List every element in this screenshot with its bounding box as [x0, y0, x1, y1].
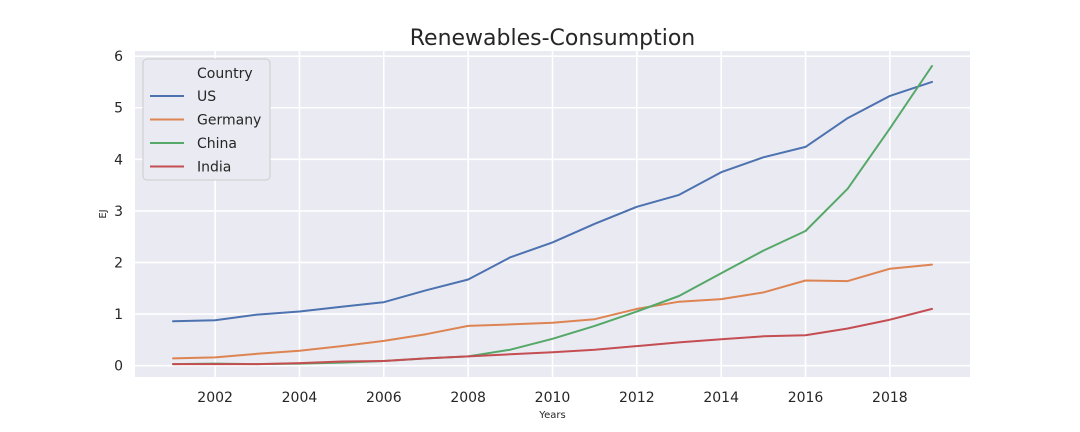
y-tick-label: 1 [114, 307, 123, 323]
x-tick-label: 2004 [282, 390, 318, 406]
x-tick-labels: 2002 2004 2006 2008 2010 2012 2014 2016 2018 [197, 390, 907, 406]
y-tick-labels: 0 1 2 3 4 5 6 [114, 49, 123, 374]
y-tick-label: 0 [114, 359, 123, 375]
x-tick-label: 2008 [450, 390, 486, 406]
y-tick-label: 3 [114, 204, 123, 220]
x-axis-label: Years [538, 410, 565, 421]
y-tick-label: 2 [114, 255, 123, 271]
x-tick-label: 2014 [703, 390, 739, 406]
legend-label-germany: Germany [197, 113, 261, 129]
x-tick-label: 2016 [788, 390, 824, 406]
legend-box [142, 58, 271, 181]
y-tick-label: 5 [114, 101, 123, 117]
y-tick-label: 4 [114, 152, 123, 168]
chart-title: Renewables-Consumption [410, 26, 696, 51]
x-tick-label: 2012 [619, 390, 655, 406]
legend-label-us: US [197, 89, 216, 105]
legend: Country US Germany China India [142, 58, 271, 181]
series-lines [172, 65, 933, 366]
x-tick-label: 2006 [366, 390, 402, 406]
legend-label-china: China [197, 136, 237, 152]
legend-label-india: India [197, 160, 231, 176]
series-line-india [172, 307, 933, 366]
y-tick-label: 6 [114, 49, 123, 65]
series-line-us [172, 80, 933, 323]
x-tick-label: 2002 [197, 390, 233, 406]
series-line-germany [172, 263, 933, 360]
x-tick-label: 2010 [535, 390, 571, 406]
legend-title: Country [197, 66, 253, 82]
x-tick-label: 2018 [872, 390, 908, 406]
grid-lines [135, 51, 970, 377]
y-axis-label: EJ [98, 209, 109, 218]
